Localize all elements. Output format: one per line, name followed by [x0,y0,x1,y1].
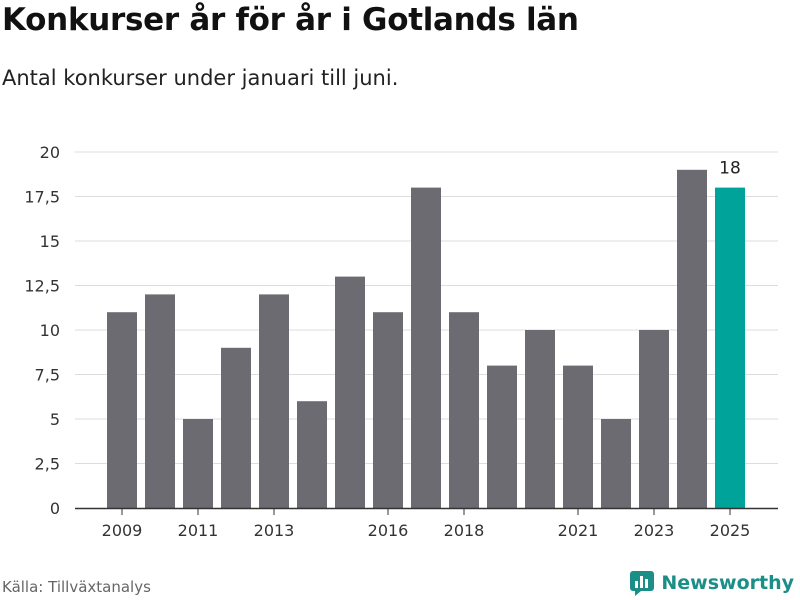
brand-logo[interactable]: Newsworthy [629,570,794,596]
bar-2019 [487,365,517,508]
y-axis-ticks: 0 2,5 5 7,5 10 12,5 15 17,5 20 [24,143,60,518]
bar-2011 [183,419,213,508]
y-tick-label: 5 [50,410,60,429]
chart-subtitle: Antal konkurser under januari till juni. [2,66,399,90]
bars [107,169,745,509]
bar-2018 [449,312,479,508]
source-note: Källa: Tillväxtanalys [2,578,151,596]
data-label: 18 [719,159,741,179]
bar-2021 [563,365,593,508]
y-tick-label: 7,5 [35,366,60,385]
y-tick-label: 0 [50,499,60,518]
x-tick-label: 2018 [444,521,485,540]
bar-2020 [525,330,555,508]
data-labels: 18 [719,159,741,179]
bar-2023 [639,330,669,508]
bar-2014 [297,401,327,508]
x-tick-label: 2011 [178,521,219,540]
bar-2010 [145,294,175,508]
bar-2009 [107,312,137,508]
x-tick-label: 2021 [558,521,599,540]
y-tick-label: 12,5 [24,277,60,296]
bar-2015 [335,276,365,508]
brand-name: Newsworthy [661,572,794,594]
x-tick-label: 2013 [254,521,295,540]
y-tick-label: 20 [40,143,60,162]
y-tick-label: 10 [40,321,60,340]
bar-2022 [601,419,631,508]
x-tick-label: 2025 [710,521,751,540]
newsworthy-logo-icon [630,571,655,596]
bar-2016 [373,312,403,508]
bar-2017 [411,187,441,508]
x-tick-label: 2016 [368,521,409,540]
x-tick-label: 2009 [102,521,143,540]
bar-2012 [221,347,251,508]
bar-2013 [259,294,289,508]
bar-2024 [677,169,707,509]
chart-title: Konkurser år för år i Gotlands län [2,2,579,38]
x-tick-label: 2023 [634,521,675,540]
x-axis-ticks: 2009 2011 2013 2016 2018 2021 2023 2025 [102,508,751,540]
y-tick-label: 2,5 [35,455,60,474]
y-tick-label: 15 [40,232,60,251]
y-tick-label: 17,5 [24,188,60,207]
bar-2025 [715,187,745,508]
